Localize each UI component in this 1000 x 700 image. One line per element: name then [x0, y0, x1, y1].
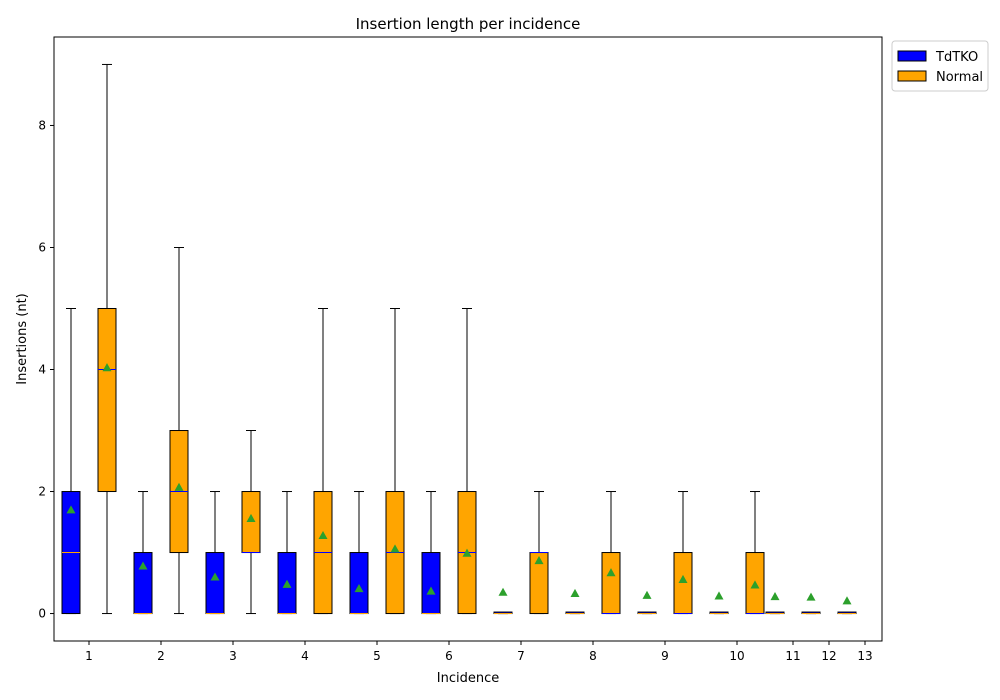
mean-marker — [678, 574, 688, 583]
mean-marker — [498, 587, 508, 596]
box-normal-3 — [241, 430, 261, 615]
y-axis-label: Insertions (nt) — [15, 293, 30, 384]
y-tick-label: 0 — [38, 607, 46, 621]
legend-label-tdtko: TdTKO — [935, 50, 978, 65]
box-normal-1 — [97, 63, 117, 615]
box-tdtko-7 — [493, 587, 513, 615]
box-body — [673, 552, 693, 615]
box-tdtko-6 — [421, 491, 441, 615]
legend: TdTKO Normal — [891, 40, 989, 92]
mean-marker — [390, 544, 400, 553]
x-tick-label: 13 — [857, 649, 872, 663]
box-tdtko-11 — [765, 591, 785, 615]
mean-marker — [534, 555, 544, 565]
mean-marker — [462, 548, 472, 557]
mean-marker — [174, 482, 184, 491]
x-tick-label: 6 — [445, 649, 453, 663]
box-tdtko-4 — [277, 491, 297, 615]
box-tdtko-1 — [61, 307, 81, 615]
mean-marker — [282, 579, 292, 588]
box-tdtko-5 — [349, 491, 369, 615]
box-body — [349, 552, 369, 615]
y-tick-label: 8 — [38, 118, 46, 132]
mean-marker — [806, 592, 816, 601]
box-tdtko-9 — [637, 590, 657, 615]
x-tick-label: 1 — [85, 649, 93, 663]
box-normal-9 — [673, 491, 693, 615]
mean-marker — [842, 596, 852, 605]
box-tdtko-10 — [709, 591, 729, 615]
mean-marker — [606, 568, 616, 577]
x-tick-label: 5 — [373, 649, 381, 663]
y-tick-label: 2 — [38, 485, 46, 499]
box-tdtko-2 — [133, 491, 153, 615]
y-tick-label: 4 — [38, 363, 46, 377]
mean-marker — [138, 561, 148, 570]
x-tick-label: 8 — [589, 649, 597, 663]
box-tdtko-12 — [801, 592, 821, 615]
legend-label-normal: Normal — [936, 70, 983, 85]
box-normal-7 — [529, 491, 549, 615]
mean-marker — [714, 591, 724, 600]
mean-marker — [770, 591, 780, 601]
mean-marker — [426, 586, 436, 595]
box-body — [601, 552, 621, 615]
mean-marker — [102, 363, 112, 372]
legend-swatch-normal — [897, 70, 927, 82]
mean-marker — [750, 580, 760, 589]
x-axis-label: Incidence — [437, 671, 499, 686]
x-tick-label: 3 — [229, 649, 237, 663]
box-body — [205, 552, 225, 615]
box-body — [241, 491, 261, 554]
box-body — [97, 307, 117, 493]
box-tdtko-3 — [205, 491, 225, 615]
x-tick-label: 12 — [821, 649, 836, 663]
x-tick-label: 2 — [157, 649, 165, 663]
mean-marker — [642, 590, 652, 599]
box-normal-2 — [169, 246, 189, 615]
y-tick-label: 6 — [38, 240, 46, 254]
box-body — [421, 552, 441, 615]
box-normal-6 — [457, 307, 477, 615]
box-normal-4 — [313, 307, 333, 615]
mean-marker — [210, 572, 220, 581]
mean-marker — [318, 530, 328, 540]
x-tick-label: 7 — [517, 649, 525, 663]
box-normal-8 — [601, 491, 621, 615]
mean-marker — [246, 513, 256, 522]
mean-marker — [570, 588, 580, 598]
legend-swatch-tdtko — [897, 50, 927, 62]
x-tick-label: 10 — [729, 649, 744, 663]
mean-marker — [66, 505, 76, 514]
box-normal-10 — [745, 491, 765, 615]
box-tdtko-8 — [565, 588, 585, 615]
x-tick-label: 4 — [301, 649, 309, 663]
x-tick-label: 11 — [785, 649, 800, 663]
x-tick-label: 9 — [661, 649, 669, 663]
plot-frame — [53, 36, 883, 642]
box-normal-5 — [385, 307, 405, 615]
chart-title: Insertion length per incidence — [356, 15, 581, 33]
box-tdtko-13 — [837, 596, 857, 615]
mean-marker — [354, 584, 364, 593]
